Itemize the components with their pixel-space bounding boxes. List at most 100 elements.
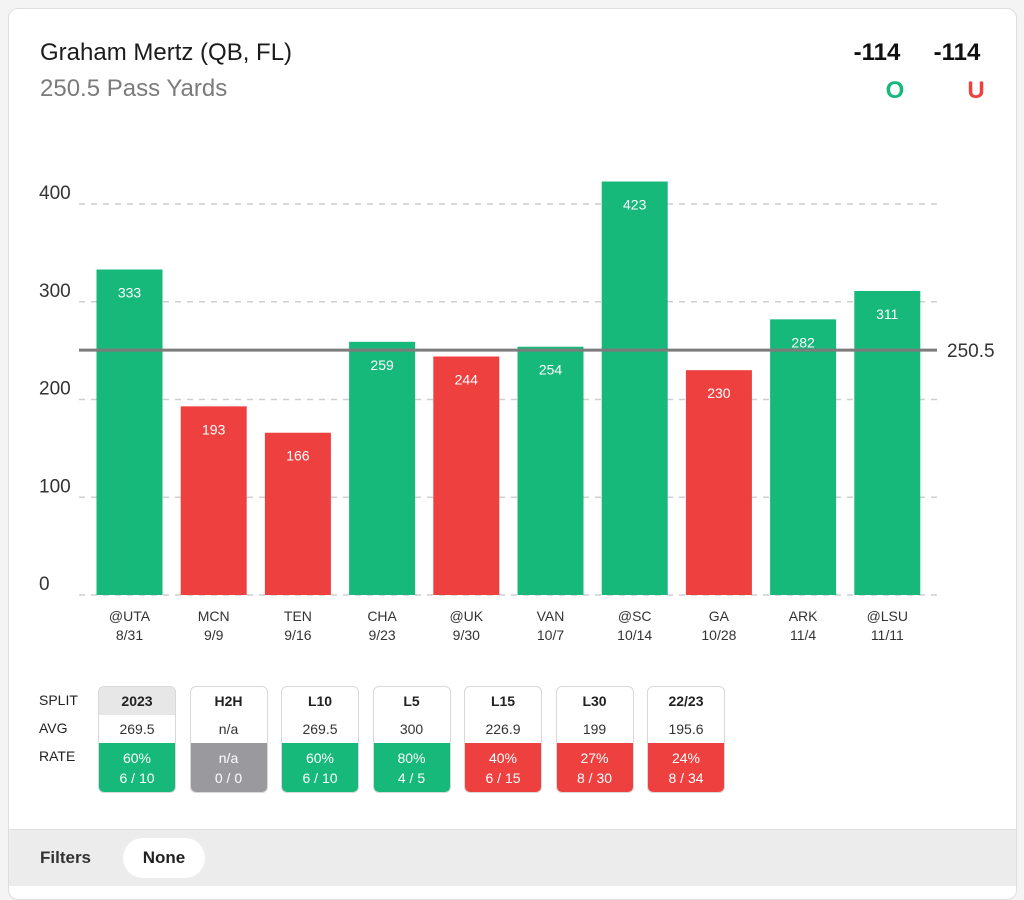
split-card-2223[interactable]: 22/23 195.6 24% 8 / 34 <box>647 686 725 793</box>
y-tick-label: 100 <box>39 476 71 497</box>
split-avg: 199 <box>582 721 607 737</box>
split-rate: n/a 0 / 0 <box>190 743 267 792</box>
prop-line: 250.5 Pass Yards <box>40 75 228 102</box>
split-rate: 60% 6 / 10 <box>99 743 175 792</box>
x-tick-opponent: @UTA <box>109 608 151 624</box>
split-avg: 269.5 <box>302 721 338 737</box>
bar <box>264 432 331 595</box>
split-rate-record: 6 / 15 <box>485 770 521 786</box>
split-rate-record: 6 / 10 <box>302 770 338 786</box>
bar-value-label: 166 <box>286 448 310 464</box>
split-card-l30[interactable]: L30 199 27% 8 / 30 <box>555 686 634 793</box>
over-odds[interactable]: -114 <box>853 39 901 66</box>
x-tick-date: 9/16 <box>284 627 311 643</box>
x-tick-opponent: MCN <box>198 608 230 624</box>
bar-value-label: 193 <box>202 421 226 437</box>
avg-label: AVG <box>39 720 68 736</box>
split-rate-percent: 60% <box>122 750 152 766</box>
prop-card: Graham Mertz (QB, FL) 250.5 Pass Yards -… <box>8 8 1017 900</box>
bar <box>349 341 416 595</box>
split-rate-percent: 80% <box>397 750 426 766</box>
x-tick-opponent: @SC <box>618 608 652 624</box>
bar-value-label: 311 <box>876 306 899 322</box>
player-name: Graham Mertz (QB, FL) <box>40 39 293 66</box>
split-rate-percent: 27% <box>580 750 609 766</box>
x-tick-date: 9/30 <box>453 627 480 643</box>
x-tick-opponent: @UK <box>449 608 483 624</box>
split-avg: n/a <box>218 721 239 737</box>
split-rate-percent: 60% <box>305 750 335 766</box>
x-tick-opponent: TEN <box>284 608 312 624</box>
x-tick-opponent: VAN <box>537 608 565 624</box>
bar <box>770 319 837 595</box>
split-rate: 27% 8 / 30 <box>556 743 633 792</box>
split-rate-percent: 24% <box>671 750 701 766</box>
split-name: L10 <box>307 693 333 709</box>
x-tick-opponent: @LSU <box>867 608 908 624</box>
bar <box>96 269 163 595</box>
y-tick-label: 400 <box>39 183 71 204</box>
filters-none-button[interactable]: None <box>123 838 205 878</box>
x-tick-date: 11/4 <box>790 627 816 643</box>
split-avg: 195.6 <box>668 721 704 737</box>
game-log-bar-chart: 0 100 200 300 400 333 @UTA 8/31 193 MCN 9/9 166 TEN 9… <box>39 181 995 643</box>
prop-line-label: 250.5 <box>947 341 995 362</box>
bar <box>433 356 500 595</box>
bar-value-label: 230 <box>707 385 731 401</box>
bar-value-label: 423 <box>623 197 647 213</box>
bar <box>601 181 668 595</box>
split-card-l5[interactable]: L5 300 80% 4 / 5 <box>372 686 451 793</box>
x-tick-opponent: ARK <box>789 608 818 624</box>
under-odds[interactable]: -114 <box>933 39 981 66</box>
split-avg: 269.5 <box>119 721 155 737</box>
split-avg: 226.9 <box>485 721 521 737</box>
filters-label: Filters <box>40 848 92 867</box>
split-avg: 300 <box>399 721 424 737</box>
under-label: U <box>967 77 985 104</box>
split-label: SPLIT <box>39 692 78 708</box>
split-rate-percent: 40% <box>488 750 518 766</box>
bar <box>685 370 752 595</box>
split-name: L30 <box>582 693 607 709</box>
split-rate: 24% 8 / 34 <box>648 743 724 792</box>
split-rate-percent: n/a <box>218 750 239 766</box>
y-tick-label: 300 <box>39 281 71 302</box>
split-rate: 40% 6 / 15 <box>465 743 541 792</box>
split-rate-record: 4 / 5 <box>397 770 426 786</box>
split-rate-record: 0 / 0 <box>214 770 243 786</box>
bar <box>517 346 584 595</box>
bar-value-label: 254 <box>539 362 563 378</box>
x-tick-date: 9/9 <box>204 627 224 643</box>
x-tick-opponent: CHA <box>367 608 397 624</box>
x-tick-date: 11/11 <box>871 627 904 643</box>
split-name: H2H <box>214 693 243 709</box>
split-card-2023[interactable]: 2023 269.5 60% 6 / 10 <box>98 686 176 793</box>
bar <box>180 406 247 595</box>
bar-value-label: 259 <box>370 357 394 373</box>
bar-value-label: 244 <box>455 371 479 387</box>
split-card-l15[interactable]: L15 226.9 40% 6 / 15 <box>464 686 542 793</box>
bar-value-label: 333 <box>118 284 142 300</box>
over-label: O <box>885 77 905 104</box>
split-rate-record: 8 / 34 <box>668 770 704 786</box>
split-name: 22/23 <box>668 693 704 709</box>
split-card-l10[interactable]: L10 269.5 60% 6 / 10 <box>281 686 359 793</box>
split-card-h2h[interactable]: H2H n/a n/a 0 / 0 <box>189 686 268 793</box>
split-rate-record: 6 / 10 <box>119 770 155 786</box>
x-tick-date: 10/14 <box>617 627 652 643</box>
split-rate-record: 8 / 30 <box>576 770 613 786</box>
bar-value-label: 282 <box>791 334 815 350</box>
x-tick-opponent: GA <box>709 608 730 624</box>
y-tick-label: 200 <box>39 379 71 400</box>
split-rate: 60% 6 / 10 <box>282 743 358 792</box>
x-tick-date: 10/7 <box>537 627 564 643</box>
filters-bar: Filters None <box>9 829 1016 886</box>
split-name: L15 <box>490 693 516 709</box>
split-name: 2023 <box>99 687 175 715</box>
x-tick-date: 9/23 <box>368 627 395 643</box>
y-tick-label: 0 <box>39 574 50 595</box>
x-tick-date: 8/31 <box>116 627 143 643</box>
split-name: L5 <box>403 693 420 709</box>
x-tick-date: 10/28 <box>701 627 736 643</box>
rate-label: RATE <box>39 748 76 764</box>
